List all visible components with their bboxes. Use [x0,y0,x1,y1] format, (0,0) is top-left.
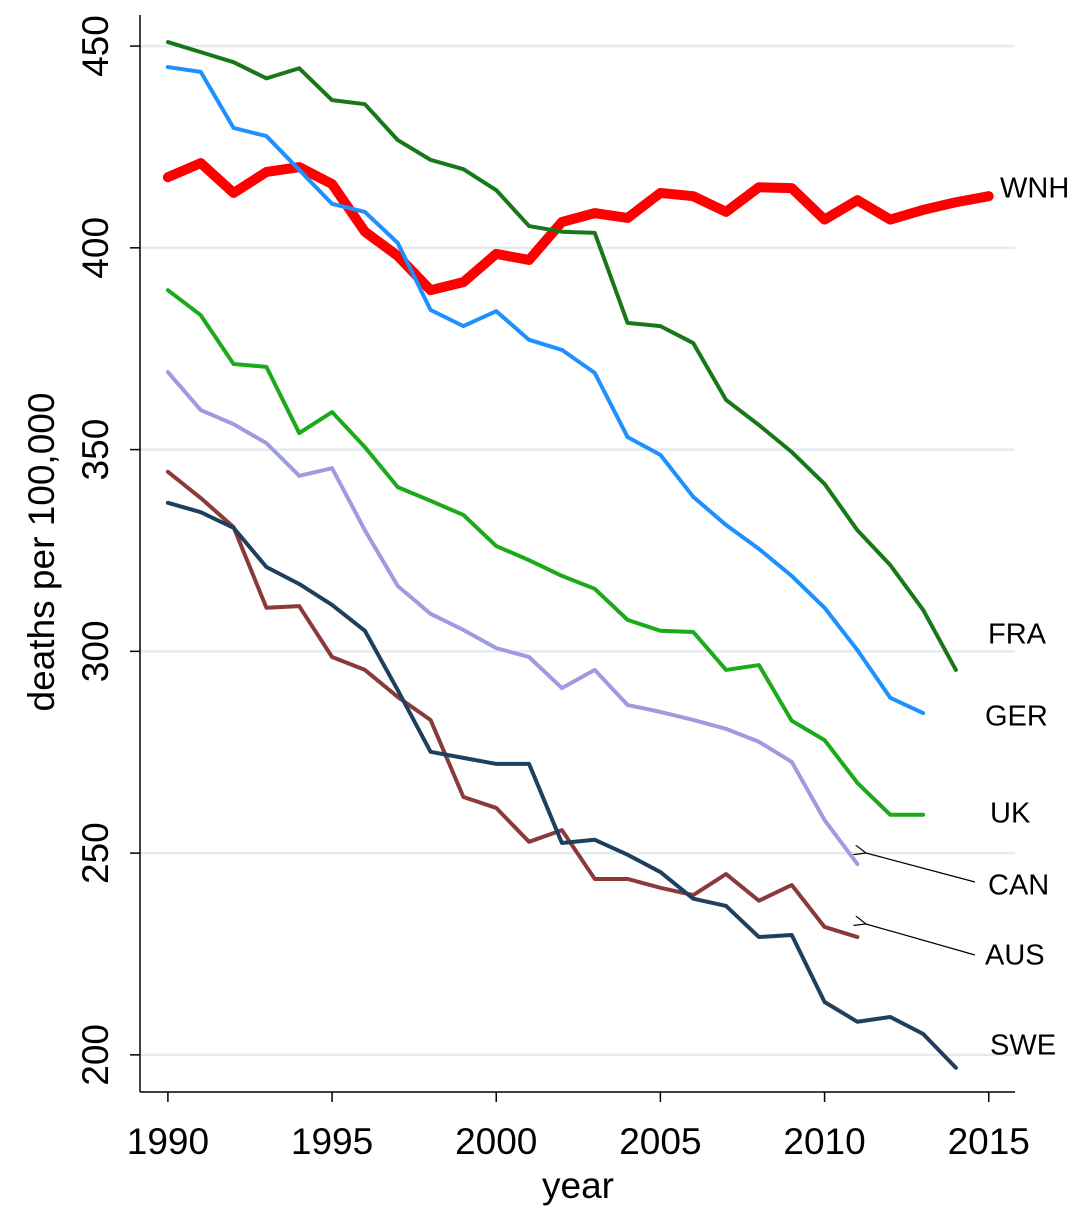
series-line [165,288,926,817]
x-tick-label: 2010 [783,1121,865,1162]
series-line [165,469,860,940]
series-label: CAN [988,870,1049,902]
series-label: GER [985,701,1048,733]
x-tick-label: 2005 [619,1121,701,1162]
x-axis-label: year [542,1165,614,1206]
series-line [165,500,958,1070]
arrow [866,924,976,956]
arrow [866,853,976,883]
x-tick-label: 2015 [948,1121,1030,1162]
y-tick-label: 300 [75,620,116,682]
series-line [165,40,958,672]
y-tick-label: 400 [75,217,116,279]
y-tick-label: 450 [75,15,116,77]
x-tick-label: 1995 [291,1121,373,1162]
x-tick-label: 1990 [127,1121,209,1162]
series-line [165,65,926,716]
series-line [162,158,994,296]
y-tick-label: 250 [75,822,116,884]
series-label: UK [990,798,1031,830]
series-line [165,370,860,867]
series-label: WNH [1000,173,1069,205]
y-axis-label: deaths per 100,000 [21,393,62,712]
lines [162,40,994,1070]
series-label: SWE [990,1030,1056,1062]
grid [140,44,1015,1057]
y-tick-label: 350 [75,419,116,481]
y-tick-label: 200 [75,1024,116,1086]
x-tick-label: 2000 [455,1121,537,1162]
series-label: AUS [985,940,1045,972]
series-label: FRA [988,619,1047,651]
